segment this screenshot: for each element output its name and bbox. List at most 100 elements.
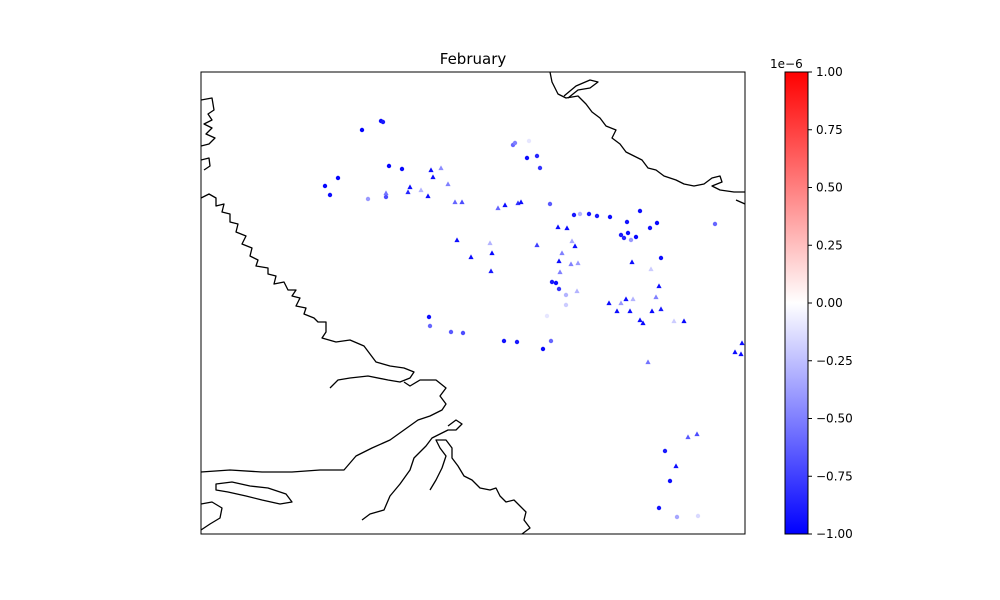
- station-point-circle: [514, 339, 520, 345]
- colorbar: 1e−6 1.00 0.75 0.50 0.25 0.00 −0.25 −0.50 −0.75…: [770, 57, 853, 541]
- colorbar-tick-label: −0.50: [816, 412, 853, 426]
- station-point-triangle: [614, 308, 620, 314]
- station-point-circle: [656, 505, 662, 511]
- station-point-triangle: [459, 199, 465, 205]
- coastline-greenland-tip: [735, 199, 745, 205]
- station-point-triangle: [559, 250, 565, 256]
- colorbar-tick-label: 0.25: [816, 238, 843, 252]
- map-title: February: [440, 50, 507, 68]
- station-point-circle: [624, 219, 630, 225]
- station-point-circle: [544, 313, 550, 319]
- station-point-triangle: [685, 434, 691, 440]
- station-point-circle: [501, 338, 507, 344]
- station-point-triangle: [681, 318, 687, 324]
- station-point-triangle: [648, 266, 654, 272]
- coastline-greenland: [549, 72, 745, 193]
- colorbar-tick-label: 0.75: [816, 123, 843, 137]
- station-point-circle: [365, 196, 371, 202]
- station-point-circle: [327, 192, 333, 198]
- coastline-south: [201, 379, 447, 473]
- station-point-triangle: [673, 463, 679, 469]
- station-point-triangle: [738, 351, 744, 357]
- station-point-circle: [607, 214, 613, 220]
- station-point-circle: [571, 212, 577, 218]
- station-point-circle: [625, 230, 631, 236]
- station-point-triangle: [732, 349, 738, 355]
- station-point-circle: [712, 221, 718, 227]
- colorbar-tick-label: −0.75: [816, 469, 853, 483]
- station-point-triangle: [739, 340, 745, 346]
- station-point-triangle: [383, 190, 389, 196]
- station-point-triangle: [488, 268, 494, 274]
- station-point-circle: [526, 138, 532, 144]
- station-point-triangle: [653, 294, 659, 300]
- station-point-circle: [553, 280, 559, 286]
- station-point-circle: [628, 237, 634, 243]
- coastline-south-west: [201, 501, 223, 531]
- station-point-triangle: [405, 189, 411, 195]
- station-markers: [322, 118, 745, 520]
- station-point-triangle: [502, 202, 508, 208]
- station-point-circle: [647, 225, 653, 231]
- station-point-circle: [586, 211, 592, 217]
- station-point-circle: [662, 448, 668, 454]
- station-point-circle: [674, 514, 680, 520]
- station-point-triangle: [557, 269, 563, 275]
- station-point-circle: [547, 201, 553, 207]
- station-point-circle: [386, 163, 392, 169]
- station-point-circle: [563, 302, 569, 308]
- coastline-west-2: [201, 157, 211, 171]
- station-point-circle: [621, 235, 627, 241]
- station-point-triangle: [468, 254, 474, 260]
- station-point-triangle: [658, 306, 664, 312]
- station-point-circle: [380, 119, 386, 125]
- colorbar-tick-label: −0.25: [816, 354, 853, 368]
- coastline-west-1: [201, 97, 216, 147]
- station-point-circle: [399, 166, 405, 172]
- map-frame: [200, 71, 746, 535]
- station-point-circle: [577, 211, 583, 217]
- station-point-circle: [524, 155, 530, 161]
- station-point-triangle: [618, 300, 624, 306]
- station-point-triangle: [555, 224, 561, 230]
- station-point-circle: [594, 213, 600, 219]
- station-point-triangle: [428, 167, 434, 173]
- coastlines: [201, 72, 745, 534]
- station-point-circle: [658, 255, 664, 261]
- station-point-triangle: [518, 199, 524, 205]
- station-point-circle: [695, 513, 701, 519]
- colorbar-tick-label: 1.00: [816, 65, 843, 79]
- station-point-triangle: [564, 225, 570, 231]
- station-point-triangle: [606, 300, 612, 306]
- colorbar-tick-label: −1.00: [816, 527, 853, 541]
- station-point-triangle: [407, 184, 413, 190]
- station-point-triangle: [569, 238, 575, 244]
- station-point-triangle: [627, 308, 633, 314]
- station-point-triangle: [454, 237, 460, 243]
- station-point-triangle: [568, 261, 574, 267]
- station-point-circle: [426, 314, 432, 320]
- station-point-circle: [548, 338, 554, 344]
- station-point-triangle: [487, 240, 493, 246]
- station-point-circle: [512, 140, 518, 146]
- coastline-labrador: [201, 193, 415, 389]
- station-point-triangle: [574, 288, 580, 294]
- station-point-circle: [322, 183, 328, 189]
- station-point-circle: [427, 323, 433, 329]
- station-point-triangle: [623, 296, 629, 302]
- station-point-triangle: [445, 181, 451, 187]
- station-point-circle: [534, 153, 540, 159]
- coastline-greenland-fjord: [563, 79, 599, 99]
- station-point-circle: [537, 165, 543, 171]
- station-point-circle: [556, 286, 562, 292]
- station-point-triangle: [495, 205, 501, 211]
- station-point-circle: [335, 175, 341, 181]
- station-point-triangle: [645, 359, 651, 365]
- colorbar-gradient: [784, 71, 809, 535]
- station-point-triangle: [489, 250, 495, 256]
- station-point-circle: [563, 292, 569, 298]
- map-panel: [200, 71, 746, 535]
- colorbar-tick-label: 0.00: [816, 296, 843, 310]
- colorbar-tick-label: 0.50: [816, 181, 843, 195]
